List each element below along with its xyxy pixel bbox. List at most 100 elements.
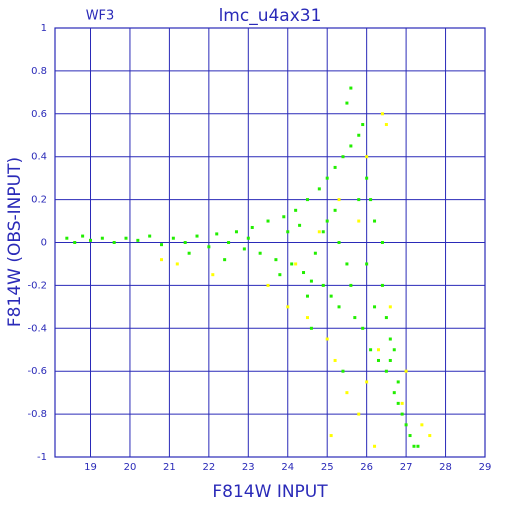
point [349,283,353,287]
point [171,236,175,240]
point [317,187,321,191]
y-tick-label: 1 [41,23,47,34]
point [309,279,313,283]
y-tick-label: 0.2 [31,195,47,206]
point [376,348,380,352]
y-tick-label: 0 [41,238,47,249]
point [365,380,369,384]
point [337,198,341,202]
chart-title: lmc_u4ax31 [219,6,322,26]
point [136,238,140,242]
point [81,234,85,238]
point [361,326,365,330]
point [313,251,317,255]
point [333,165,337,169]
point [175,262,179,266]
point [148,234,152,238]
point [345,262,349,266]
point [305,294,309,298]
point [294,262,298,266]
point [325,176,329,180]
x-tick-label: 19 [84,462,97,473]
plot-frame [54,27,486,458]
point [329,294,333,298]
point [404,369,408,373]
point [242,247,246,251]
y-tick-label: -0.4 [27,323,47,334]
x-tick-label: 24 [281,462,294,473]
point [124,236,128,240]
point [373,444,377,448]
point [376,358,380,362]
point [357,412,361,416]
point [388,358,392,362]
point [392,391,396,395]
y-tick-label: 0.8 [31,66,47,77]
point [89,238,93,242]
point [345,391,349,395]
x-tick-label: 28 [439,462,452,473]
point [294,208,298,212]
point [211,273,215,277]
y-tick-label: -0.6 [27,366,47,377]
point [187,251,191,255]
point [349,86,353,90]
point [337,241,341,244]
point [286,305,290,309]
point [353,316,357,320]
point [365,155,369,159]
point [404,423,408,427]
point [357,198,361,202]
point [258,251,262,255]
point [160,258,164,262]
x-tick-label: 27 [400,462,413,473]
point [317,230,321,234]
point [384,369,388,373]
point [396,401,400,405]
x-tick-label: 20 [124,462,137,473]
point [373,219,377,223]
point [305,198,309,202]
point [337,305,341,309]
point [321,230,325,234]
point [357,219,361,223]
point [373,305,377,309]
point [412,444,416,448]
y-axis-label: F814W (OBS-INPUT) [5,157,25,327]
point [65,236,69,240]
point [365,262,369,266]
point [329,434,333,438]
x-tick-label: 26 [360,462,373,473]
point [183,241,187,244]
x-tick-label: 29 [479,462,492,473]
point [428,434,432,438]
point [361,123,365,127]
point [416,444,420,448]
x-axis-label: F814W INPUT [212,482,328,502]
point [333,208,337,212]
point [392,348,396,352]
point [388,337,392,341]
point [286,230,290,234]
point [333,358,337,362]
x-tick-label: 25 [321,462,334,473]
point [321,283,325,287]
point [73,241,77,244]
point [305,316,309,320]
point [408,434,412,438]
point [160,243,164,247]
point [384,123,388,127]
point [380,283,384,287]
point [349,144,353,148]
annotation: WF3 [86,9,115,24]
point [266,219,270,223]
point [266,283,270,287]
point [400,412,404,416]
point [345,101,349,105]
point [365,176,369,180]
point [380,112,384,116]
point [282,215,286,219]
point [396,380,400,384]
point [227,241,231,244]
